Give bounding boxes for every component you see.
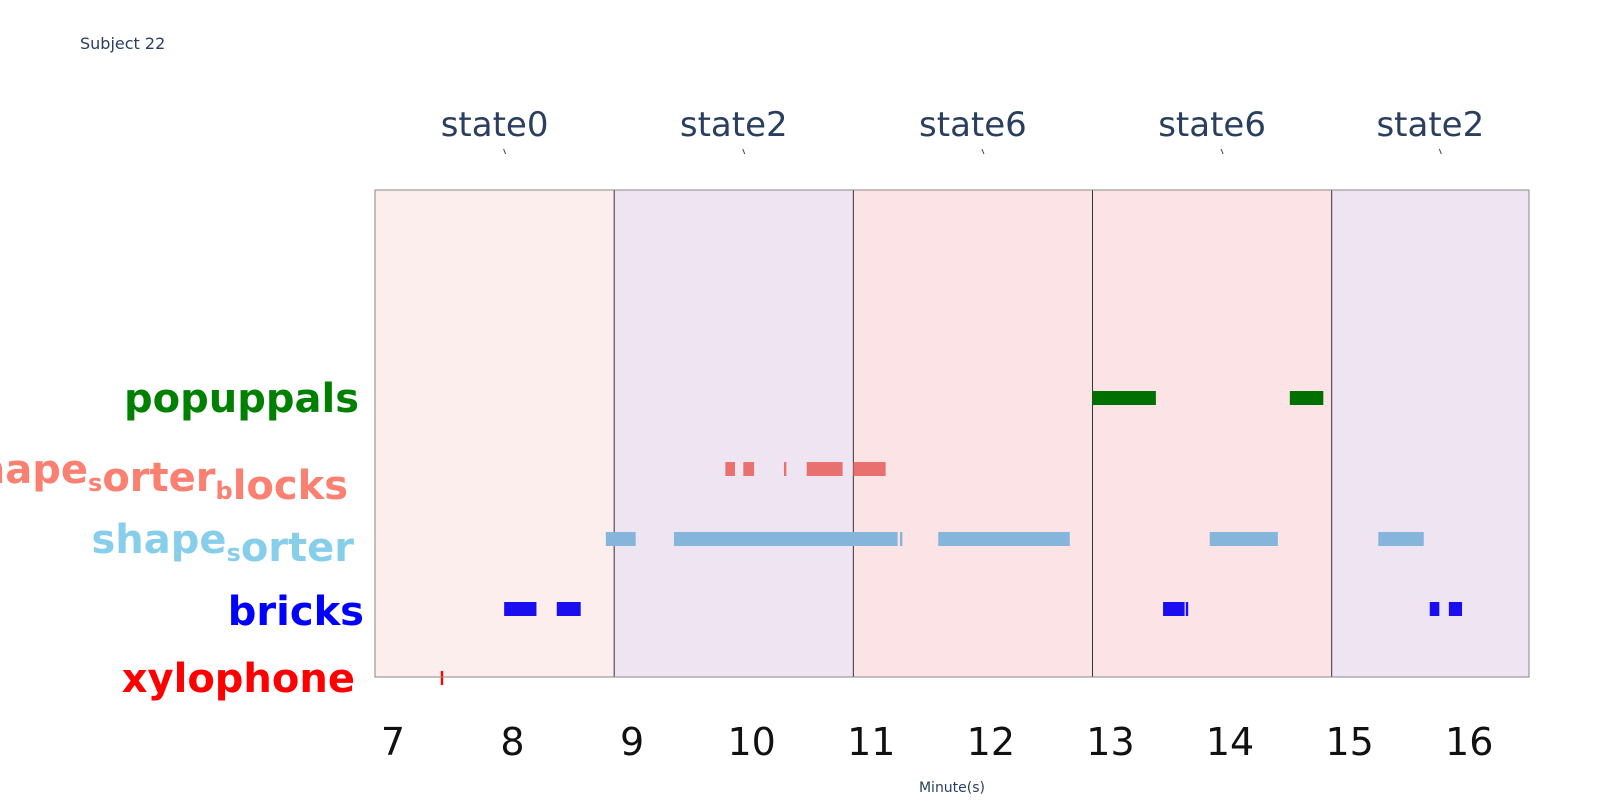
bar-shape_sorter_blocks-1 <box>743 462 755 476</box>
bar-shape_sorter_blocks-2 <box>783 462 787 476</box>
bar-shape_sorter_blocks-0 <box>725 462 735 476</box>
bar-bricks-5 <box>1448 602 1463 616</box>
x-tick-12: 12 <box>967 720 1015 764</box>
x-tick-8: 8 <box>500 720 524 764</box>
state-band-2 <box>853 190 1093 677</box>
plot-frame <box>374 189 1530 678</box>
x-tick-7: 7 <box>381 720 405 764</box>
bar-shape_sorter_blocks-3 <box>806 462 843 476</box>
category-labels: popuppals shapesorterblocks shapesorter bri… <box>0 376 364 702</box>
category-label-xylophone: xylophone <box>122 656 355 702</box>
state-pointer-4 <box>1438 148 1442 155</box>
x-axis-label: Minute(s) <box>919 780 985 796</box>
bar-bricks-2 <box>1163 602 1185 616</box>
chart-subtitle: Subject 22 <box>80 34 166 53</box>
x-tick-14: 14 <box>1206 720 1254 764</box>
bar-bricks-1 <box>556 602 581 616</box>
state-label-4: state2 <box>1376 105 1484 145</box>
category-label-bricks: bricks <box>228 589 364 635</box>
bar-shape_sorter_blocks-4 <box>853 462 886 476</box>
bar-shape_sorter-0 <box>605 532 636 546</box>
bar-shape_sorter-3 <box>938 532 1070 546</box>
x-tick-9: 9 <box>620 720 644 764</box>
state-label-0: state0 <box>441 105 549 145</box>
state-band-0 <box>375 190 615 677</box>
x-tick-11: 11 <box>847 720 895 764</box>
state-pointer-2 <box>981 148 985 155</box>
bar-xylophone-0 <box>440 671 444 685</box>
activity-bars <box>440 391 1463 685</box>
category-label-shape_sorter: shapesorter <box>91 517 354 571</box>
bar-shape_sorter-4 <box>1209 532 1278 546</box>
state-pointer-1 <box>742 148 746 155</box>
bar-shape_sorter-2 <box>899 532 903 546</box>
bar-popuppals-0 <box>1092 391 1156 405</box>
bar-bricks-0 <box>504 602 537 616</box>
state-label-1: state2 <box>680 105 788 145</box>
state-label-3: state6 <box>1158 105 1266 145</box>
bar-shape_sorter-5 <box>1378 532 1424 546</box>
state-label-2: state6 <box>919 105 1027 145</box>
state-band-1 <box>614 190 854 677</box>
x-tick-10: 10 <box>728 720 776 764</box>
state-bands <box>375 190 1529 677</box>
x-tick-15: 15 <box>1325 720 1373 764</box>
x-tick-13: 13 <box>1086 720 1134 764</box>
state-pointer-0 <box>503 148 507 155</box>
bar-shape_sorter-1 <box>673 532 898 546</box>
category-label-popuppals: popuppals <box>124 376 359 422</box>
bar-bricks-3 <box>1185 602 1189 616</box>
state-labels: state0 state2 state6 state6 state2 <box>441 105 1484 155</box>
x-tick-16: 16 <box>1445 720 1493 764</box>
state-pointer-3 <box>1220 148 1224 155</box>
bar-popuppals-1 <box>1289 391 1324 405</box>
state-band-4 <box>1331 190 1529 677</box>
x-tick-labels: 7 8 9 10 11 12 13 14 15 16 <box>381 720 1494 764</box>
bar-bricks-4 <box>1429 602 1440 616</box>
category-label-shape_sorter_blocks: shapesorterblocks <box>0 447 348 509</box>
state-band-3 <box>1092 190 1332 677</box>
